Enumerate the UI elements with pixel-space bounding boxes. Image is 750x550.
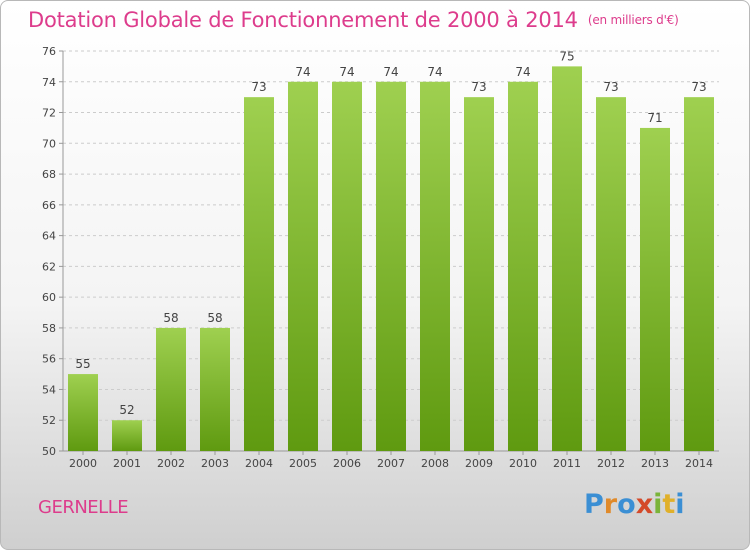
- bar-2012: [596, 97, 626, 452]
- logo-letter: P: [584, 489, 604, 520]
- y-tick-label: 64: [42, 230, 56, 243]
- logo-letter: i: [653, 489, 663, 520]
- axis-layer: 50 52 54 56 58 60 62 64 66 68 70 72 74 76 2000 2001 2002…: [42, 45, 719, 470]
- logo-letter: t: [662, 489, 676, 520]
- bar-value-label: 58: [163, 311, 178, 325]
- y-tick-label: 66: [42, 199, 56, 212]
- logo-letter: i: [675, 489, 685, 520]
- x-tick-label: 2012: [597, 457, 625, 470]
- bar-value-label: 74: [515, 65, 530, 79]
- y-tick-label: 62: [42, 260, 56, 273]
- bar-2008: [420, 81, 450, 452]
- bar-value-label: 73: [251, 80, 266, 94]
- bar-value-label: 73: [603, 80, 618, 94]
- bar-value-label: 71: [647, 111, 662, 125]
- y-tick-label: 68: [42, 168, 56, 181]
- bar-2002: [156, 327, 186, 451]
- bar-value-label: 55: [75, 357, 90, 371]
- bar-value-label: 74: [339, 65, 354, 79]
- bar-2006: [332, 81, 362, 452]
- x-tick-label: 2005: [289, 457, 317, 470]
- bar-value-label: 73: [691, 80, 706, 94]
- logo-letter: x: [635, 489, 654, 520]
- chart-title-text: Dotation Globale de Fonctionnement de 20…: [28, 8, 578, 32]
- bar-layer: [68, 66, 714, 452]
- bar-2004: [244, 97, 274, 452]
- bar-2014: [684, 97, 714, 452]
- y-tick-label: 74: [42, 76, 56, 89]
- bar-2010: [508, 81, 538, 452]
- y-tick-label: 54: [42, 383, 56, 396]
- proxiti-logo[interactable]: Proxiti: [584, 489, 685, 520]
- bar-value-label: 74: [427, 65, 442, 79]
- y-tick-label: 50: [42, 445, 56, 458]
- bar-value-label: 52: [119, 403, 134, 417]
- y-tick-label: 58: [42, 322, 56, 335]
- commune-name: GERNELLE: [38, 497, 129, 518]
- y-tick-label: 60: [42, 291, 56, 304]
- y-tick-label: 56: [42, 353, 56, 366]
- x-tick-label: 2004: [245, 457, 273, 470]
- bar-2007: [376, 81, 406, 452]
- x-tick-label: 2003: [201, 457, 229, 470]
- bar-2003: [200, 327, 230, 451]
- chart-subtitle: (en milliers d'€): [587, 13, 679, 27]
- bar-value-label: 74: [295, 65, 310, 79]
- label-layer: 55 52 58 58 73 74 74 74 74 73 74 75 73 71 73: [75, 49, 706, 417]
- logo-letter: r: [603, 489, 618, 520]
- y-tick-label: 72: [42, 107, 56, 120]
- chart-title: Dotation Globale de Fonctionnement de 20…: [28, 8, 679, 32]
- bar-value-label: 75: [559, 49, 574, 63]
- x-tick-label: 2000: [69, 457, 97, 470]
- bar-value-label: 73: [471, 80, 486, 94]
- x-tick-label: 2008: [421, 457, 449, 470]
- y-tick-label: 70: [42, 137, 56, 150]
- x-tick-label: 2010: [509, 457, 537, 470]
- y-tick-label: 52: [42, 414, 56, 427]
- x-tick-label: 2011: [553, 457, 581, 470]
- bar-2000: [68, 374, 98, 451]
- bar-2001: [112, 420, 142, 451]
- x-tick-label: 2006: [333, 457, 361, 470]
- bar-2011: [552, 66, 582, 451]
- bar-2005: [288, 81, 318, 452]
- x-tick-label: 2009: [465, 457, 493, 470]
- x-tick-label: 2007: [377, 457, 405, 470]
- bar-2009: [464, 97, 494, 452]
- x-tick-label: 2013: [641, 457, 669, 470]
- x-tick-label: 2002: [157, 457, 185, 470]
- bar-2013: [640, 127, 670, 451]
- bar-value-label: 74: [383, 65, 398, 79]
- bar-value-label: 58: [207, 311, 222, 325]
- logo-letter: o: [617, 489, 636, 520]
- x-tick-label: 2001: [113, 457, 141, 470]
- y-tick-label: 76: [42, 45, 56, 58]
- x-tick-label: 2014: [685, 457, 713, 470]
